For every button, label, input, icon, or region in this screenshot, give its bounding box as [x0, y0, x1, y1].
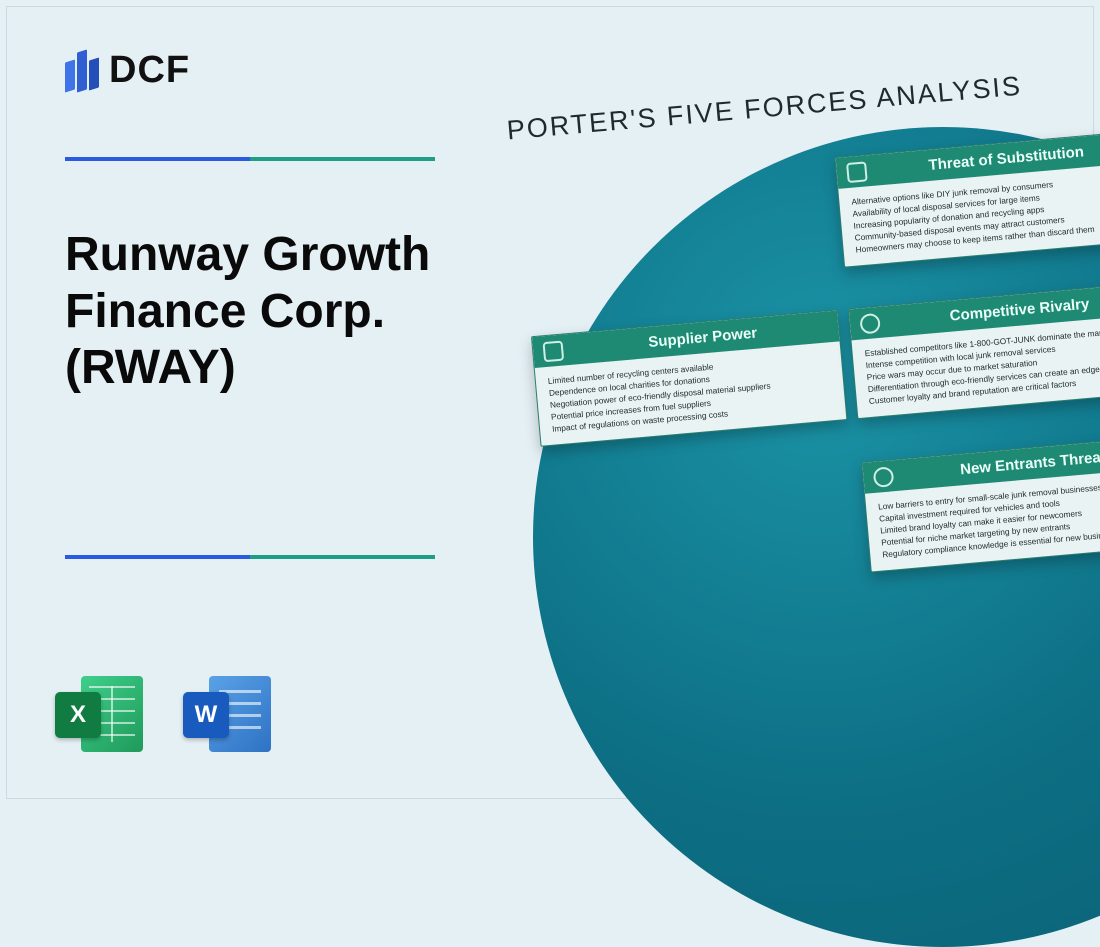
- card-threat-substitution: Threat of Substitution Alternative optio…: [834, 130, 1100, 267]
- excel-icon[interactable]: X: [55, 670, 143, 758]
- divider-bottom: [65, 555, 435, 559]
- card-competitive-rivalry: Competitive Rivalry Established competit…: [848, 282, 1100, 419]
- pie-icon: [859, 312, 881, 334]
- file-icons-row: X W: [55, 670, 271, 758]
- page-title: Runway Growth Finance Corp. (RWAY): [65, 227, 485, 397]
- brand-logo: DCF: [65, 45, 190, 95]
- key-icon: [542, 340, 564, 362]
- forces-cards-group: Threat of Substitution Alternative optio…: [535, 127, 1100, 797]
- person-icon: [873, 466, 895, 488]
- brand-name: DCF: [109, 49, 190, 92]
- word-badge-letter: W: [183, 692, 229, 738]
- word-icon[interactable]: W: [183, 670, 271, 758]
- divider-top: [65, 157, 435, 161]
- infographic-canvas: DCF Runway Growth Finance Corp. (RWAY) X…: [6, 6, 1094, 799]
- card-title: Threat of Substitution: [928, 143, 1085, 174]
- card-new-entrants: New Entrants Threat Low barriers to entr…: [861, 435, 1100, 572]
- card-title: Supplier Power: [648, 325, 758, 351]
- logo-bars-icon: [65, 45, 99, 95]
- excel-badge-letter: X: [55, 692, 101, 738]
- card-title: Competitive Rivalry: [949, 296, 1090, 325]
- card-supplier-power: Supplier Power Limited number of recycli…: [531, 309, 848, 446]
- card-title: New Entrants Threat: [960, 449, 1100, 479]
- refresh-icon: [846, 161, 868, 183]
